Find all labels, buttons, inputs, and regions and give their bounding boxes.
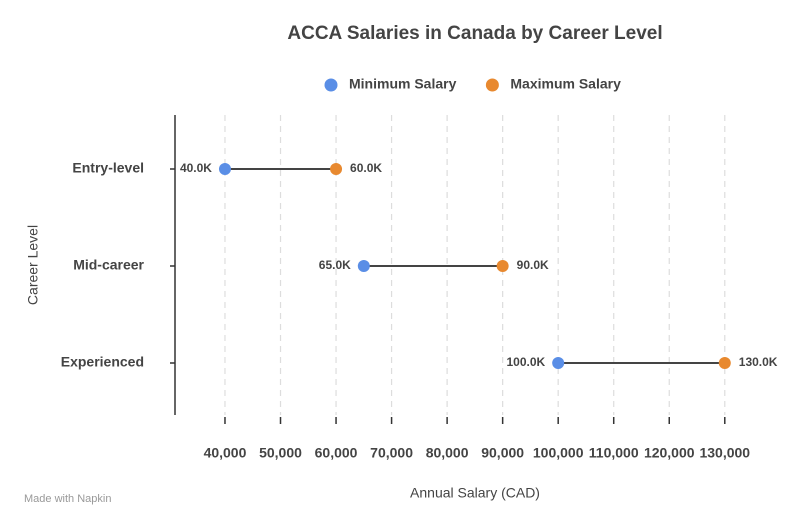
point (718, 357, 731, 369)
x-tick-label: 110,000 (589, 445, 639, 461)
point (330, 163, 343, 175)
footer: Made with Napkin (24, 493, 111, 505)
x-tick-label: 80,000 (426, 445, 469, 461)
value-label: 65.0K (319, 258, 351, 272)
y-tick-label: Experienced (61, 354, 144, 370)
x-tick-label: 60,000 (315, 445, 358, 461)
legend-marker (324, 78, 338, 92)
legend-label: Maximum Salary (510, 76, 621, 92)
chart-title: ACCA Salaries in Canada by Career Level (287, 23, 662, 44)
point (496, 260, 509, 272)
x-axis-title: Annual Salary (CAD) (410, 485, 540, 501)
x-tick-label: 90,000 (481, 445, 524, 461)
value-label: 60.0K (350, 161, 382, 175)
value-label: 40.0K (180, 161, 212, 175)
y-tick-label: Entry-level (72, 160, 144, 176)
point (357, 260, 370, 272)
x-tick-label: 40,000 (204, 445, 247, 461)
value-label: 100.0K (506, 355, 545, 369)
x-tick-label: 50,000 (259, 445, 302, 461)
point (218, 163, 231, 175)
y-tick-label: Mid-career (73, 257, 144, 273)
x-tick-label: 130,000 (699, 445, 750, 461)
point (552, 357, 565, 369)
value-label: 130.0K (739, 355, 778, 369)
y-axis-title: Career Level (25, 225, 41, 305)
x-tick-label: 120,000 (644, 445, 695, 461)
x-tick-label: 70,000 (370, 445, 413, 461)
value-label: 90.0K (517, 258, 549, 272)
legend-label: Minimum Salary (349, 76, 457, 92)
x-tick-label: 100,000 (533, 445, 584, 461)
legend-marker (485, 78, 499, 92)
